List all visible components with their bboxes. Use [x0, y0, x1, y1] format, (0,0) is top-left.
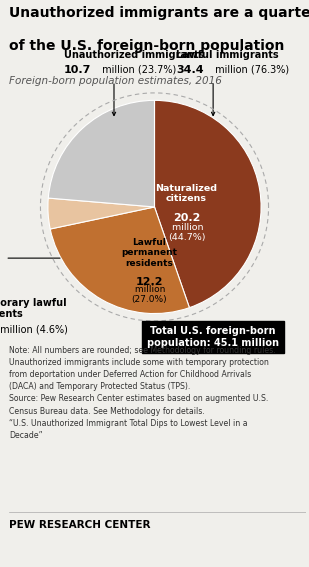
Text: Note: All numbers are rounded; see Methodology for rounding rules.
Unauthorized : Note: All numbers are rounded; see Metho…	[9, 346, 276, 440]
Wedge shape	[48, 100, 154, 207]
Text: of the U.S. foreign-born population: of the U.S. foreign-born population	[9, 39, 285, 53]
Text: 20.2: 20.2	[173, 213, 200, 223]
Text: Lawful immigrants: Lawful immigrants	[176, 50, 278, 60]
Wedge shape	[50, 207, 189, 314]
Text: Unauthorized immigrants are a quarter: Unauthorized immigrants are a quarter	[9, 6, 309, 20]
Text: million (76.3%): million (76.3%)	[212, 65, 289, 75]
Text: million (23.7%): million (23.7%)	[99, 65, 176, 75]
Text: 12.2: 12.2	[135, 277, 163, 286]
Text: Foreign-born population estimates, 2016: Foreign-born population estimates, 2016	[9, 75, 222, 86]
Text: Total U.S. foreign-born
population: 45.1 million: Total U.S. foreign-born population: 45.1…	[147, 326, 279, 348]
Text: Lawful
permanent
residents: Lawful permanent residents	[121, 238, 177, 278]
Text: million
(27.0%): million (27.0%)	[131, 285, 167, 304]
Text: million
(44.7%): million (44.7%)	[168, 223, 205, 242]
Text: 10.7: 10.7	[64, 65, 91, 75]
Text: PEW RESEARCH CENTER: PEW RESEARCH CENTER	[9, 520, 151, 530]
Text: Naturalized
citizens: Naturalized citizens	[155, 184, 218, 213]
Wedge shape	[48, 198, 154, 229]
Text: Temporary lawful
residents: Temporary lawful residents	[0, 298, 67, 319]
Text: 34.4: 34.4	[176, 65, 203, 75]
Text: Unauthorized immigrants: Unauthorized immigrants	[64, 50, 204, 60]
Wedge shape	[154, 100, 261, 308]
Text: million (4.6%): million (4.6%)	[0, 324, 68, 334]
